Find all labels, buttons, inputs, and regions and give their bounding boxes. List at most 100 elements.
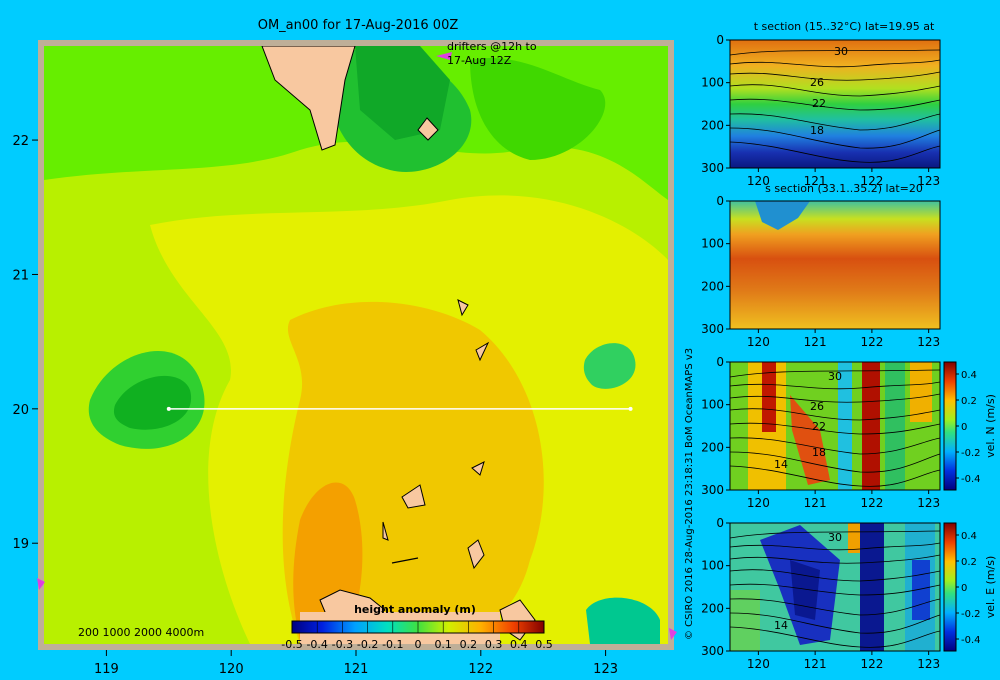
panel-y-tick-label: 100 [701, 76, 724, 90]
panel-vel-north-contour-label-3: 22 [812, 420, 826, 433]
panel-x-tick-label: 123 [917, 657, 940, 671]
panel-vel-east-contours [729, 530, 941, 648]
panel-vel-east: 30 14 120 121 122 123 0 100 200 300 0.4 0.2 0 -0.2 -… [701, 516, 997, 671]
panel-vel-east-frame [729, 522, 941, 652]
panel-temperature-contours [729, 49, 941, 163]
field-low-se [586, 597, 660, 644]
panel-vel-north-contour-label-5: 14 [774, 458, 788, 471]
panel-y-tick-label: 300 [701, 161, 724, 175]
panel-x-tick-label: 121 [804, 174, 827, 188]
panel-colorbar-tick-label: 0.2 [961, 557, 977, 568]
map-panel: 19 20 21 22 119 120 121 122 123 [12, 40, 674, 677]
panel-colorbar [943, 361, 957, 491]
drifter-arrow-east-icon [669, 628, 677, 640]
field-low-ne [470, 57, 606, 160]
colorbar-tick-label: 0 [415, 638, 422, 651]
land-taiwan [261, 46, 356, 151]
land-island-6 [382, 521, 389, 541]
panel-vel-north-band-4 [838, 362, 852, 490]
map-y-axis: 19 20 21 22 [12, 134, 38, 552]
panel-y-tick-label: 0 [716, 355, 724, 369]
section-start-marker [166, 406, 171, 411]
panel-temperature-contour-label-1: 30 [834, 45, 848, 58]
colorbar-label: height anomaly (m) [354, 603, 476, 616]
panel-vel-north-contour-label-1: 30 [828, 370, 842, 383]
panel-x-tick-label: 120 [747, 335, 770, 349]
panel-colorbar [943, 522, 957, 652]
land-island-4 [471, 461, 485, 476]
depth-legend: 200 1000 2000 4000m [78, 626, 204, 639]
drifter-annotation-line2: 17-Aug 12Z [447, 54, 512, 67]
panel-x-tick-label: 122 [860, 335, 883, 349]
panel-y-tick-label: 300 [701, 644, 724, 658]
panel-colorbar-tick-label: 0 [961, 422, 967, 433]
panel-salinity-fresh-core [755, 201, 810, 230]
colorbar-tick-label: -0.5 [281, 638, 302, 651]
panel-x-tick-label: 123 [917, 174, 940, 188]
panel-colorbar-tick-label: -0.4 [961, 635, 981, 646]
panel-salinity-title: s section (33.1..35.2) lat=20 [765, 182, 923, 195]
panel-vel-north-contours [729, 369, 941, 487]
colorbar-tick-label: -0.1 [382, 638, 403, 651]
panel-x-tick-label: 123 [917, 335, 940, 349]
credit-text: © CSIRO 2016 28-Aug-2016 23:18:31 BoM Oc… [684, 348, 695, 640]
panel-y-tick-label: 200 [701, 440, 724, 454]
panel-temperature-contour-label-4: 18 [810, 124, 824, 137]
drifter-arrow-icon [436, 52, 452, 60]
panel-x-tick-label: 122 [860, 174, 883, 188]
panel-x-tick-label: 122 [860, 657, 883, 671]
panel-temperature-contour-label-2: 26 [810, 76, 824, 89]
panel-x-tick-label: 123 [917, 496, 940, 510]
panel-x-tick-label: 120 [747, 657, 770, 671]
panel-colorbar-label: vel. E (m/s) [984, 556, 997, 619]
panel-x-tick-label: 122 [860, 496, 883, 510]
panel-vel-east-band-7 [730, 590, 760, 651]
panel-y-tick-label: 0 [716, 516, 724, 530]
panel-vel-east-contour-label-2: 14 [774, 619, 788, 632]
panel-y-tick-label: 100 [701, 398, 724, 412]
panel-y-tick-label: 0 [716, 33, 724, 47]
panel-vel-north-frame [729, 361, 941, 491]
panel-salinity-axes: 120 121 122 123 0 100 200 300 [701, 194, 940, 349]
colorbar-tick-label: -0.3 [332, 638, 353, 651]
map-y-tick-label: 22 [12, 134, 29, 149]
field-low-east [583, 343, 636, 389]
map-x-tick-label: 121 [344, 662, 369, 677]
panel-colorbar-label: vel. N (m/s) [984, 394, 997, 458]
panel-colorbar-tick-label: -0.4 [961, 474, 981, 485]
land-island-2 [457, 299, 469, 317]
land-island-7 [467, 539, 485, 570]
land-island-3 [475, 341, 490, 362]
panel-vel-north-band-3 [790, 395, 830, 485]
panel-colorbar-tick-label: 0.4 [961, 531, 977, 542]
colorbar-tick-label: 0.2 [460, 638, 478, 651]
panel-temperature-axes: 120 121 122 123 0 100 200 300 [701, 33, 940, 188]
panel-colorbar-tick-label: 0.4 [961, 370, 977, 381]
map-x-tick-label: 120 [219, 662, 244, 677]
panel-y-tick-label: 100 [701, 237, 724, 251]
panel-vel-north-contour-label-4: 18 [812, 446, 826, 459]
panel-temperature-frame [729, 39, 941, 169]
panel-vel-east-band-3 [860, 523, 884, 651]
colorbar-tick-label: 0.4 [510, 638, 528, 651]
panel-x-tick-label: 121 [804, 657, 827, 671]
panel-temperature-field [730, 40, 940, 168]
panel-temperature: t section (15..32°C) lat=19.95 at 30 26 … [701, 20, 941, 188]
panel-x-tick-label: 120 [747, 496, 770, 510]
panel-y-tick-label: 300 [701, 322, 724, 336]
panel-vel-north-band-5 [862, 362, 880, 490]
panel-y-tick-label: 200 [701, 279, 724, 293]
field-low-north-core [355, 46, 450, 140]
map-x-axis: 119 120 121 122 123 [94, 650, 618, 677]
panel-salinity: s section (33.1..35.2) lat=20 120 121 122 1… [701, 182, 941, 349]
colorbar-tick-label: 0.5 [535, 638, 553, 651]
panel-colorbar-tick-label: -0.2 [961, 448, 981, 459]
panel-vel-north-contour-label-2: 26 [810, 400, 824, 413]
panel-temperature-title: t section (15..32°C) lat=19.95 at [754, 20, 935, 33]
panel-vel-north-band-7 [910, 362, 932, 422]
panel-temperature-contour-label-3: 22 [812, 97, 826, 110]
panel-x-tick-label: 121 [804, 335, 827, 349]
map-x-tick-label: 122 [468, 662, 493, 677]
map-field [44, 46, 668, 644]
drifter-arrow-west-icon [37, 578, 45, 590]
